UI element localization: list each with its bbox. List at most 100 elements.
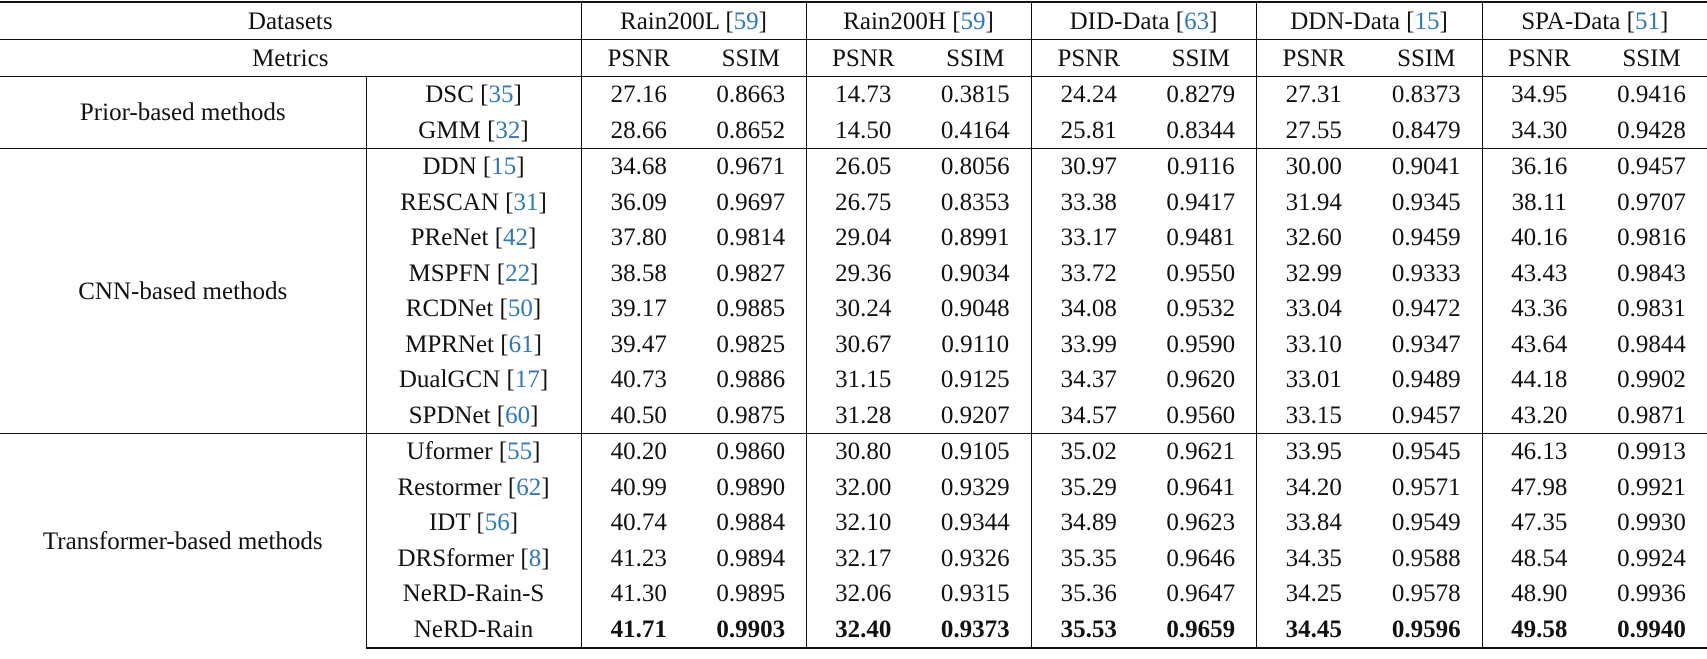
ssim-value: 0.9590 [1146,326,1257,362]
ssim-value: 0.9671 [696,148,807,185]
citation-link[interactable]: 22 [505,259,531,287]
method-name: NeRD-Rain-S [402,580,545,608]
citation-link[interactable]: 62 [516,473,542,501]
ssim-value: 0.9886 [696,362,807,398]
table-row: MSPFN [22] 38.58 0.9827 29.36 0.9034 33.72 0.9… [0,255,1707,291]
psnr-value: 34.25 [1285,580,1342,608]
ssim-value: 0.9048 [920,291,1032,327]
table-row: NeRD-Rain-S 41.30 0.9895 32.06 0.9315 35.36 0.… [0,576,1707,612]
citation-link[interactable]: 15 [491,153,517,181]
ssim-value: 0.8663 [696,76,807,113]
psnr-value: 31.15 [835,366,892,394]
psnr-value: 41.30 [610,580,667,608]
ssim-value: 0.8344 [1146,112,1257,149]
ssim-value: 0.9884 [696,505,807,541]
table-row: DualGCN [17] 40.73 0.9886 31.15 0.9125 34.37 0… [0,362,1707,398]
psnr-value: 46.13 [1482,433,1597,470]
citation-link[interactable]: 56 [484,509,510,537]
ssim-value: 0.9489 [1371,362,1483,398]
citation-link[interactable]: 60 [505,401,531,429]
psnr-value: 33.15 [1285,401,1342,429]
psnr-value: 28.66 [610,116,667,144]
ssim-value: 0.9041 [1371,148,1483,185]
psnr-value: 48.54 [1511,544,1568,572]
metric-header: PSNR [1031,39,1147,77]
method-name: DRSformer [397,544,515,572]
ssim-value: 0.9871 [1617,401,1686,429]
citation-link[interactable]: 35 [488,81,514,109]
ssim-value: 0.9207 [920,397,1032,434]
table-row: Prior-based methods DSC [35] 27.16 0.8663 14… [0,76,1707,149]
ssim-value: 0.9560 [1146,397,1257,434]
ssim-value: 0.9831 [1617,295,1686,323]
ssim-value: 0.9814 [696,220,807,256]
ssim-value: 0.9315 [920,576,1032,612]
psnr-value: 30.80 [806,433,921,470]
ssim-value: 0.9707 [1617,188,1686,216]
metrics-header-label: Metrics [0,39,582,77]
psnr-value: 34.35 [1285,544,1342,572]
dataset-header: DID-Data [63] [1031,1,1257,40]
citation-link[interactable]: 17 [514,366,540,394]
ssim-value: 0.9860 [696,433,807,470]
citation-link[interactable]: 61 [508,330,534,358]
dataset-header: Rain200H [59] [806,1,1032,40]
method-name: DualGCN [398,366,501,394]
table-row: DRSformer [8] 41.23 0.9894 32.17 0.9326 35.35… [0,540,1707,576]
method-name: Restormer [397,473,502,501]
citation-link[interactable]: 55 [507,438,533,466]
metric-header: PSNR [581,39,697,77]
ssim-value: 0.9347 [1371,326,1483,362]
method-cell: MSPFN [22] [366,255,582,291]
psnr-value: 43.36 [1511,295,1568,323]
ssim-value: 0.9641 [1146,469,1257,505]
psnr-value: 32.10 [835,509,892,537]
ssim-value: 0.9623 [1146,505,1257,541]
table-row: CNN-based methods DDN [15] 34.68 0.9671 26.0… [0,148,1707,434]
dataset-name: DID-Data [1069,7,1170,35]
citation-link[interactable]: 8 [528,544,542,572]
psnr-value: 47.35 [1511,509,1568,537]
citation-link[interactable]: 51 [1634,7,1660,35]
ssim-value: 0.9550 [1146,255,1257,291]
psnr-value: 31.28 [835,401,892,429]
method-cell: DRSformer [8] [366,540,582,576]
dataset-name: SPA-Data [1521,7,1621,35]
psnr-value: 43.20 [1511,401,1568,429]
psnr-value: 35.29 [1060,473,1117,501]
ssim-value: 0.9345 [1371,184,1483,220]
metric-header: SSIM [1596,39,1707,77]
table-row: Restormer [62] 40.99 0.9890 32.00 0.9329 35.2… [0,469,1707,505]
citation-link[interactable]: 59 [960,7,986,35]
citation-link[interactable]: 42 [503,224,529,252]
ssim-value: 0.9588 [1371,540,1483,576]
ssim-value: 0.9646 [1146,540,1257,576]
metric-header: SSIM [920,39,1032,77]
psnr-value: 35.53 [1031,611,1147,649]
citation-link[interactable]: 50 [507,295,533,323]
method-cell: SPDNet [60] [366,397,582,434]
psnr-value: 33.04 [1285,295,1342,323]
psnr-value: 26.05 [806,148,921,185]
psnr-value: 34.45 [1256,611,1372,649]
citation-link[interactable]: 59 [733,7,759,35]
table-row: PReNet [42] 37.80 0.9814 29.04 0.8991 33.17 0.… [0,220,1707,256]
ssim-value: 0.9125 [920,362,1032,398]
method-cell: NeRD-Rain [366,611,582,649]
citation-link[interactable]: 15 [1414,7,1440,35]
table-row: NeRD-Rain 41.71 0.9903 32.40 0.9373 35.53 0.96… [0,611,1707,649]
psnr-value: 40.50 [610,401,667,429]
category-label: Transformer-based methods [0,433,367,648]
ssim-value: 0.9428 [1617,116,1686,144]
ssim-value: 0.9816 [1617,224,1686,252]
ssim-value: 0.9110 [920,326,1032,362]
citation-link[interactable]: 32 [495,116,521,144]
citation-link[interactable]: 31 [513,188,539,216]
method-name: GMM [418,116,481,144]
psnr-value: 48.90 [1511,580,1568,608]
citation-link[interactable]: 63 [1184,7,1210,35]
ssim-value: 0.9034 [920,255,1032,291]
ssim-value: 0.9326 [920,540,1032,576]
ssim-value: 0.9621 [1146,433,1257,470]
psnr-value: 40.73 [610,366,667,394]
